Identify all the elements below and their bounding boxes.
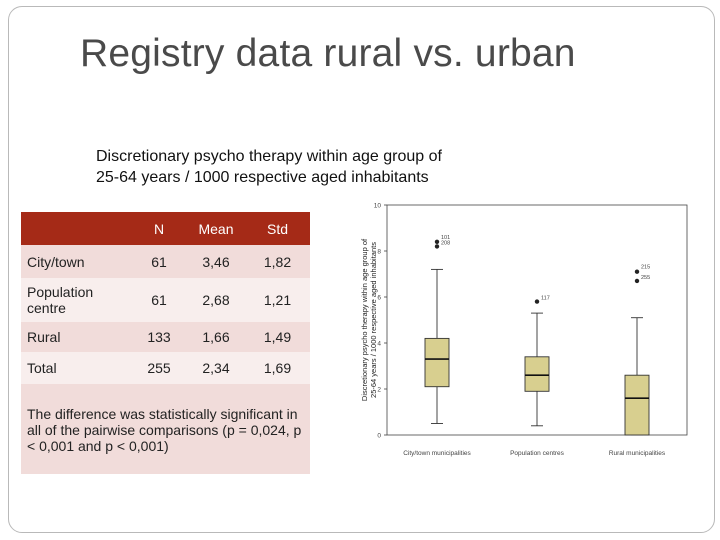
statistics-table: N Mean Std City/town 61 3,46 1,82 Popula… <box>21 212 310 474</box>
row-std: 1,69 <box>245 352 310 384</box>
table-note-row: The difference was statistically signifi… <box>21 384 310 474</box>
outlier-point <box>534 299 540 304</box>
header-std: Std <box>245 212 310 245</box>
boxplot-chart: Discretionary psycho therapy within age … <box>357 195 697 470</box>
chart-subtitle: Discretionary psycho therapy within age … <box>96 146 516 188</box>
boxplot-svg: Discretionary psycho therapy within age … <box>360 203 688 457</box>
subtitle-line-1: Discretionary psycho therapy within age … <box>96 148 442 165</box>
row-n: 255 <box>131 352 187 384</box>
outlier-point <box>434 239 440 244</box>
row-n: 61 <box>131 278 187 322</box>
significance-note: The difference was statistically signifi… <box>21 384 310 474</box>
row-mean: 2,34 <box>187 352 245 384</box>
outlier-label: 215 <box>641 265 650 271</box>
y-tick-label: 2 <box>377 387 381 394</box>
y-tick-label: 8 <box>377 249 381 256</box>
iqr-box <box>624 374 650 436</box>
table-header-row: N Mean Std <box>21 212 310 245</box>
row-label: Population centre <box>21 278 131 322</box>
header-n: N <box>131 212 187 245</box>
slide-title: Registry data rural vs. urban <box>80 32 576 75</box>
table-row: City/town 61 3,46 1,82 <box>21 245 310 278</box>
table-row: Population centre 61 2,68 1,21 <box>21 278 310 322</box>
row-n: 133 <box>131 322 187 352</box>
row-label: Rural <box>21 322 131 352</box>
row-std: 1,49 <box>245 322 310 352</box>
iqr-box <box>524 356 550 392</box>
x-category-label: City/town municipalities <box>403 450 471 457</box>
outlier-label: 255 <box>641 275 650 281</box>
outlier-label: 208 <box>441 240 450 246</box>
x-category-label: Rural municipalities <box>609 450 666 457</box>
x-category-label: Population centres <box>510 450 565 457</box>
iqr-box <box>424 337 450 388</box>
row-std: 1,21 <box>245 278 310 322</box>
outlier-point <box>634 278 640 284</box>
y-tick-label: 6 <box>377 295 381 302</box>
y-tick-label: 0 <box>377 433 381 440</box>
row-mean: 2,68 <box>187 278 245 322</box>
row-label: Total <box>21 352 131 384</box>
header-empty <box>21 212 131 245</box>
y-axis-label: Discretionary psycho therapy within age … <box>360 238 378 401</box>
row-std: 1,82 <box>245 245 310 278</box>
plot-frame <box>386 204 688 436</box>
row-n: 61 <box>131 245 187 278</box>
row-label: City/town <box>21 245 131 278</box>
table-row: Total 255 2,34 1,69 <box>21 352 310 384</box>
subtitle-line-2: 25-64 years / 1000 respective aged inhab… <box>96 169 429 186</box>
header-mean: Mean <box>187 212 245 245</box>
table-row: Rural 133 1,66 1,49 <box>21 322 310 352</box>
outlier-point <box>434 244 440 249</box>
outlier-point <box>634 269 640 274</box>
y-tick-label: 10 <box>374 203 382 210</box>
row-mean: 1,66 <box>187 322 245 352</box>
outlier-label: 101 <box>441 235 450 241</box>
row-mean: 3,46 <box>187 245 245 278</box>
y-tick-label: 4 <box>377 341 381 348</box>
outlier-label: 117 <box>541 296 550 302</box>
